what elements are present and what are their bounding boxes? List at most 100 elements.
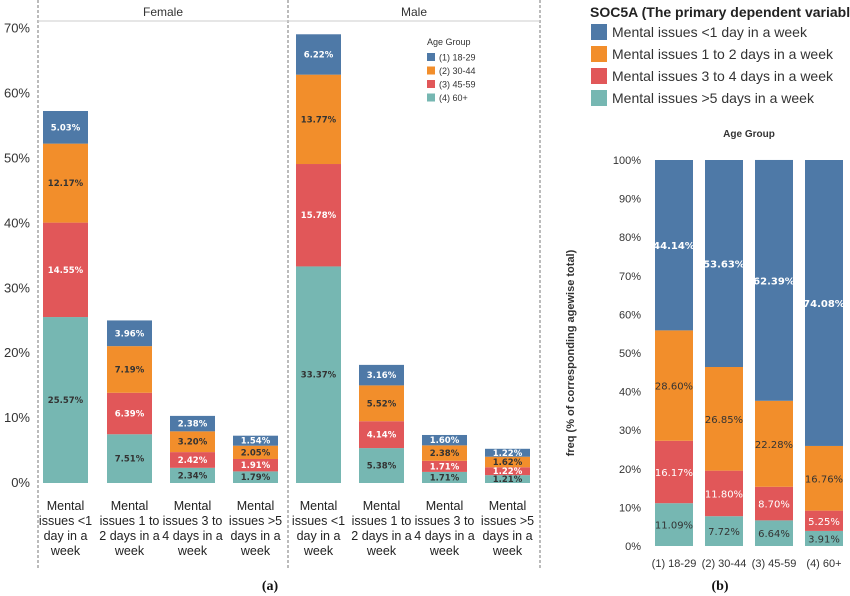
data-label: 1.60% (430, 436, 460, 446)
x-category-label: (4) 60+ (806, 558, 841, 570)
bar-segment (43, 222, 88, 318)
y-tick-label: 40% (619, 387, 641, 399)
x-category-label: Mental issues 3 to 4 days in a week (162, 499, 223, 558)
chart-a-mental-issues-by-gender: 0% 10% 20% 30% 40% 50% 60% 70% Female Male 25.57% 1… (4, 0, 541, 568)
bar-segment (805, 530, 843, 546)
bar-segment (755, 520, 793, 546)
legend-swatch (427, 80, 435, 88)
data-label: 11.80% (705, 489, 743, 500)
data-label: 1.62% (493, 458, 523, 468)
data-label: 2.38% (430, 449, 460, 459)
data-label: 6.64% (758, 529, 790, 540)
bar-segment (805, 510, 843, 531)
legend-swatch (591, 68, 607, 84)
bar-segment (107, 346, 152, 393)
x-category-label: (2) 30-44 (702, 558, 747, 570)
data-label: 3.96% (115, 329, 145, 339)
y-tick-label: 70% (619, 271, 641, 283)
bar-segment (755, 159, 793, 401)
bar-segment (422, 445, 467, 461)
data-label: 1.54% (241, 437, 271, 447)
data-label: 7.19% (115, 365, 145, 375)
facet-title: Male (401, 5, 427, 19)
bar-segment (43, 317, 88, 483)
legend-swatch (427, 93, 435, 102)
x-category-label: (3) 45-59 (752, 558, 797, 570)
x-category-label: Mental issues <1 day in a week (292, 499, 345, 558)
y-tick-label: 40% (4, 215, 30, 230)
bar-segment (107, 434, 152, 483)
y-tick-label: 10% (619, 502, 641, 514)
data-label: 16.17% (655, 468, 693, 479)
data-label: 7.72% (708, 527, 740, 538)
legend-title: SOC5A (The primary dependent variable) (590, 4, 850, 20)
data-label: 14.55% (48, 266, 84, 276)
chart-title: Age Group (723, 129, 775, 140)
legend-swatch (591, 90, 607, 106)
data-label: 74.08% (803, 299, 845, 310)
y-tick-label: 10% (4, 410, 30, 425)
y-tick-label: 0% (11, 475, 30, 490)
x-category-label: Mental issues <1 day in a week (39, 499, 92, 558)
legend-swatch (591, 24, 607, 40)
y-tick-label: 60% (619, 309, 641, 321)
x-category-label: Mental issues 3 to 4 days in a week (414, 499, 475, 558)
legend-swatch (427, 53, 435, 61)
x-category-label: Mental issues 1 to 2 days in a week (99, 499, 160, 558)
y-tick-label: 70% (4, 21, 30, 36)
bar-segment (170, 452, 215, 468)
data-label: 3.20% (178, 438, 208, 448)
x-category-label: (1) 18-29 (652, 558, 697, 570)
data-label: 1.71% (430, 462, 460, 472)
bar-segment (705, 160, 743, 368)
data-label: 53.63% (703, 260, 745, 271)
x-category-label: Mental issues >5 days in a week (229, 499, 282, 558)
bar-segment (107, 320, 152, 347)
data-label: 2.05% (241, 448, 271, 458)
data-label: 1.79% (241, 473, 271, 483)
legend-entry: (2) 30-44 (439, 66, 476, 76)
bar-segment (422, 460, 467, 472)
data-label: 44.14% (653, 241, 695, 252)
legend-entry: Mental issues >5 days in a week (612, 90, 815, 106)
legend-swatch (427, 66, 435, 75)
legend-entry: Mental issues 1 to 2 days in a week (612, 46, 834, 62)
data-label: 33.37% (301, 371, 337, 381)
bar-segment (296, 164, 341, 267)
bar-segment (755, 486, 793, 521)
data-label: 5.52% (367, 399, 397, 409)
bar-segment (359, 385, 404, 422)
bar-segment (233, 471, 278, 483)
data-label: 12.17% (48, 179, 84, 189)
data-label: 1.91% (241, 461, 271, 471)
bar-segment (422, 471, 467, 483)
bar-segment (705, 367, 743, 471)
data-label: 22.28% (755, 440, 793, 451)
legend-entry: (1) 18-29 (439, 53, 476, 63)
x-category-label: Mental issues 1 to 2 days in a week (351, 499, 412, 558)
legend-entry: (3) 45-59 (439, 80, 476, 90)
chart-b-mental-issues-by-age-group: SOC5A (The primary dependent variable) Me… (565, 4, 850, 570)
bar-segment (485, 448, 530, 457)
data-label: 2.38% (178, 420, 208, 430)
bar-segment (655, 330, 693, 441)
bar-segment (233, 458, 278, 472)
data-label: 1.22% (493, 467, 523, 477)
bar-segment (43, 143, 88, 223)
legend-swatch (591, 46, 607, 62)
x-category-label: Mental issues >5 days in a week (481, 499, 534, 558)
y-tick-label: 50% (4, 151, 30, 166)
data-label: 16.76% (805, 474, 843, 485)
data-label: 26.85% (705, 415, 743, 426)
bar-segment (170, 467, 215, 483)
y-tick-label: 20% (4, 345, 30, 360)
y-tick-label: 30% (4, 280, 30, 295)
y-tick-label: 0% (625, 541, 641, 553)
data-label: 5.38% (367, 462, 397, 472)
bar-segment (705, 516, 743, 546)
legend-entry: (4) 60+ (439, 93, 468, 103)
y-tick-label: 60% (4, 86, 30, 101)
bar-segment (107, 392, 152, 435)
bar-segment (655, 503, 693, 546)
data-label: 4.14% (367, 431, 397, 441)
